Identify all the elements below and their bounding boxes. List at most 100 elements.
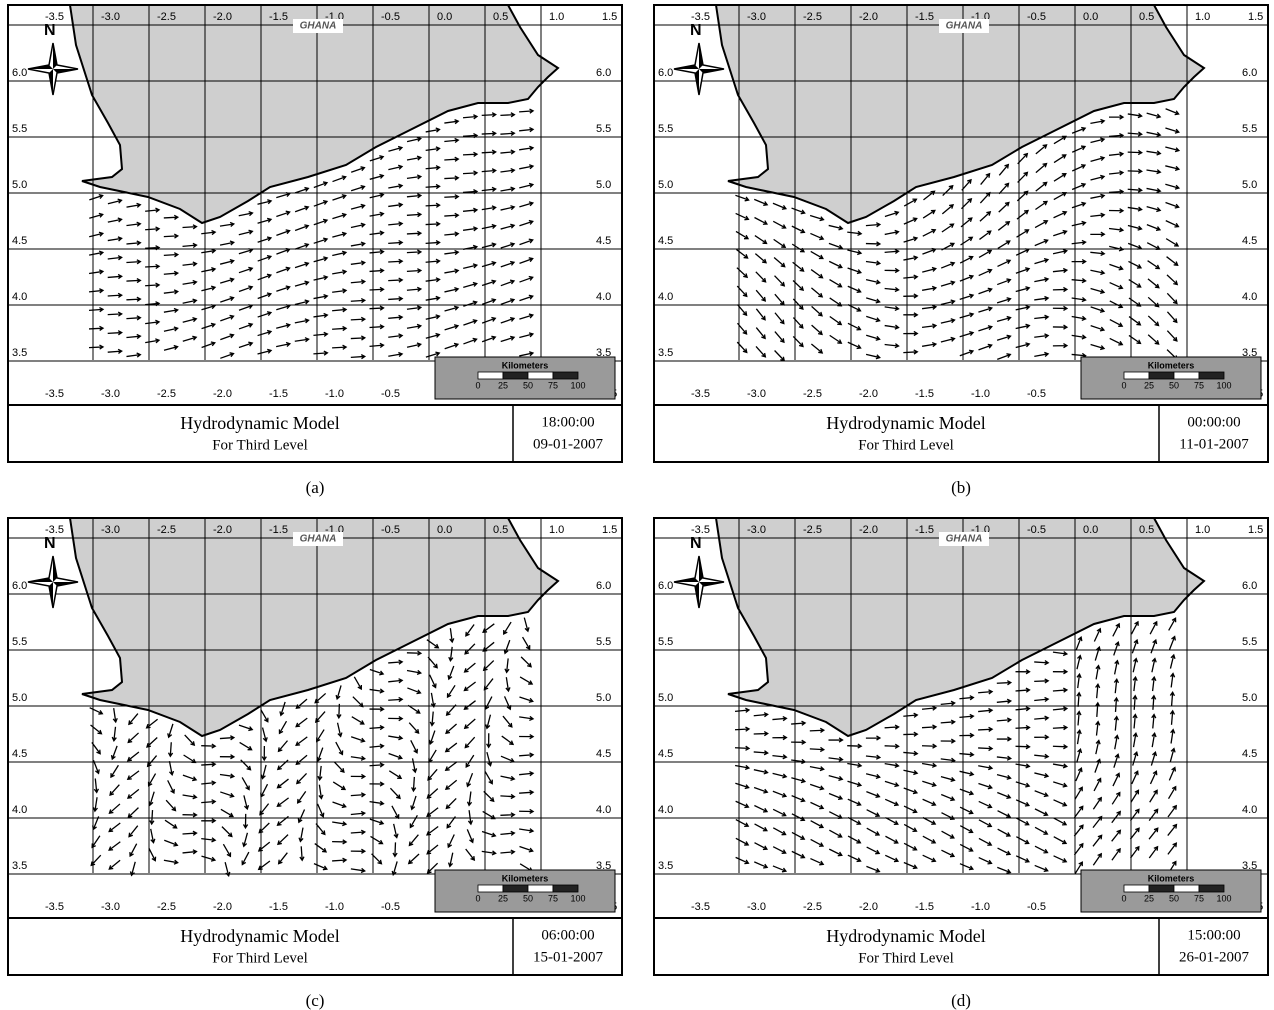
current-arrow — [406, 669, 423, 676]
panel-subtitle: For Third Level — [858, 437, 954, 453]
current-arrow — [996, 717, 1013, 723]
current-arrow — [1034, 715, 1050, 721]
current-arrow — [1150, 638, 1158, 654]
current-arrow — [277, 852, 288, 865]
current-arrow — [1149, 620, 1158, 635]
current-arrow — [238, 229, 254, 236]
current-arrow — [182, 849, 198, 855]
current-arrow — [1108, 132, 1125, 139]
current-arrow — [222, 843, 232, 858]
current-arrow — [332, 821, 348, 827]
current-arrow — [446, 816, 456, 829]
current-arrow — [1052, 343, 1069, 349]
current-arrow — [996, 315, 1012, 323]
current-arrow — [388, 696, 404, 703]
current-arrow — [444, 342, 460, 350]
current-arrow — [388, 735, 404, 741]
current-arrow — [1015, 725, 1031, 731]
current-arrow — [978, 689, 994, 695]
current-arrow — [425, 351, 441, 358]
current-arrow — [922, 209, 936, 219]
current-arrow — [519, 808, 535, 815]
current-arrow — [462, 207, 479, 213]
current-arrow — [110, 764, 119, 779]
current-arrow — [1052, 248, 1068, 255]
current-arrow — [406, 268, 423, 274]
current-arrow — [1015, 669, 1031, 675]
current-arrow — [242, 813, 249, 830]
current-arrow — [112, 708, 118, 724]
current-arrow — [315, 823, 326, 836]
current-arrow — [523, 617, 530, 633]
current-arrow — [1130, 789, 1140, 803]
current-arrow — [276, 304, 291, 311]
current-arrow — [903, 712, 919, 718]
current-arrow — [1090, 212, 1106, 218]
current-arrow — [317, 765, 323, 782]
current-arrow — [369, 192, 385, 199]
current-arrow — [978, 325, 993, 332]
current-arrow — [903, 769, 919, 776]
longitude-label: 0.5 — [1139, 524, 1154, 536]
current-arrow — [238, 724, 254, 732]
current-arrow — [425, 127, 441, 133]
current-arrow — [736, 322, 748, 335]
current-arrow — [444, 156, 460, 162]
latitude-label: 5.5 — [596, 636, 611, 648]
longitude-label: -3.0 — [747, 524, 766, 536]
current-arrow — [1015, 323, 1031, 330]
longitude-label: -2.0 — [859, 11, 878, 23]
current-arrow — [463, 681, 476, 692]
current-arrow — [519, 145, 535, 151]
current-arrow — [296, 791, 307, 804]
compass-north: N — [44, 535, 56, 552]
current-arrow — [92, 816, 100, 831]
panel-caption: (a) — [306, 478, 325, 497]
current-arrow — [276, 285, 291, 292]
current-arrow — [448, 646, 454, 663]
current-arrow — [163, 344, 179, 351]
current-arrow — [1053, 855, 1068, 863]
current-arrow — [444, 742, 458, 753]
current-arrow — [425, 277, 441, 283]
current-arrow — [941, 223, 955, 233]
current-arrow — [1168, 635, 1176, 650]
current-arrow — [828, 224, 844, 231]
current-arrow — [126, 770, 140, 781]
longitude-label: 1.0 — [1195, 524, 1210, 536]
current-arrow — [388, 333, 404, 339]
current-arrow — [772, 846, 787, 854]
current-arrow — [1095, 739, 1101, 755]
compass — [674, 556, 724, 608]
current-arrow — [978, 268, 993, 277]
current-arrow — [260, 709, 269, 723]
current-arrow — [941, 812, 956, 820]
panel-date: 15-01-2007 — [533, 949, 603, 965]
current-arrow — [1127, 168, 1143, 174]
current-arrow — [107, 311, 123, 317]
current-arrow — [128, 825, 139, 838]
current-arrow — [483, 678, 494, 691]
current-arrow — [1016, 190, 1029, 202]
current-arrow — [464, 643, 476, 655]
current-arrow — [126, 788, 140, 799]
current-arrow — [791, 225, 806, 234]
panel-subtitle: For Third Level — [212, 437, 308, 453]
latitude-label: 6.0 — [1242, 580, 1257, 592]
scale-segment — [502, 884, 529, 893]
current-arrow — [940, 336, 956, 343]
longitude-label: -3.5 — [45, 524, 64, 536]
scale-label: 25 — [498, 380, 508, 390]
current-arrow — [921, 762, 938, 768]
current-arrow — [959, 825, 974, 834]
current-arrow — [791, 243, 806, 253]
latitude-label: 6.0 — [1242, 67, 1257, 79]
current-arrow — [201, 266, 217, 273]
current-arrow — [313, 350, 329, 356]
current-arrow — [462, 244, 479, 250]
current-arrow — [1090, 137, 1106, 144]
current-arrow — [959, 806, 974, 815]
current-arrow — [903, 236, 919, 243]
current-arrow — [314, 692, 327, 704]
current-arrow — [519, 182, 535, 189]
